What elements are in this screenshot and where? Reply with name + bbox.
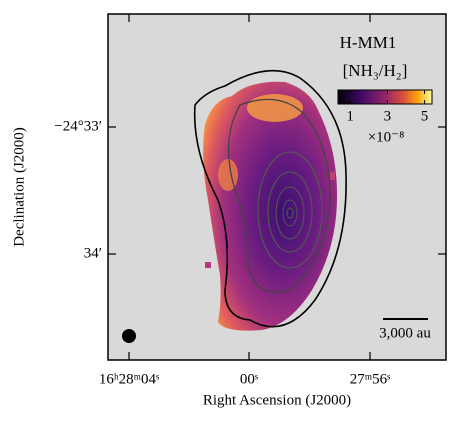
colorbar-scale: [337, 89, 433, 105]
x-tick-label: 16ʰ28ᵐ04ˢ: [99, 371, 159, 387]
colorbar-tick-label: 3: [384, 108, 392, 124]
beam: [122, 329, 136, 343]
source-name: H-MM1: [340, 33, 397, 52]
colorbar-tick-label: 5: [421, 108, 429, 124]
y-tick-label: 34′: [84, 245, 102, 261]
abundance-map: [203, 81, 338, 331]
x-tick-label: 00ˢ: [240, 371, 258, 387]
frame-ticks: [108, 14, 446, 360]
y-axis-label: Declination (J2000): [11, 127, 27, 247]
contours: [193, 69, 347, 328]
colorbar: [337, 89, 433, 105]
quantity-label: [NH₃/H₂]: [343, 61, 408, 80]
x-tick-label: 27ᵐ56ˢ: [350, 371, 391, 387]
y-tick-label: −24°33′: [54, 118, 102, 134]
colorbar-multiplier: ×10⁻⁸: [368, 129, 405, 145]
colorbar-tick-label: 1: [346, 108, 354, 124]
frame: [107, 13, 447, 361]
x-axis-label: Right Ascension (J2000): [203, 392, 351, 408]
scale-bar-label: 3,000 au: [379, 325, 431, 341]
